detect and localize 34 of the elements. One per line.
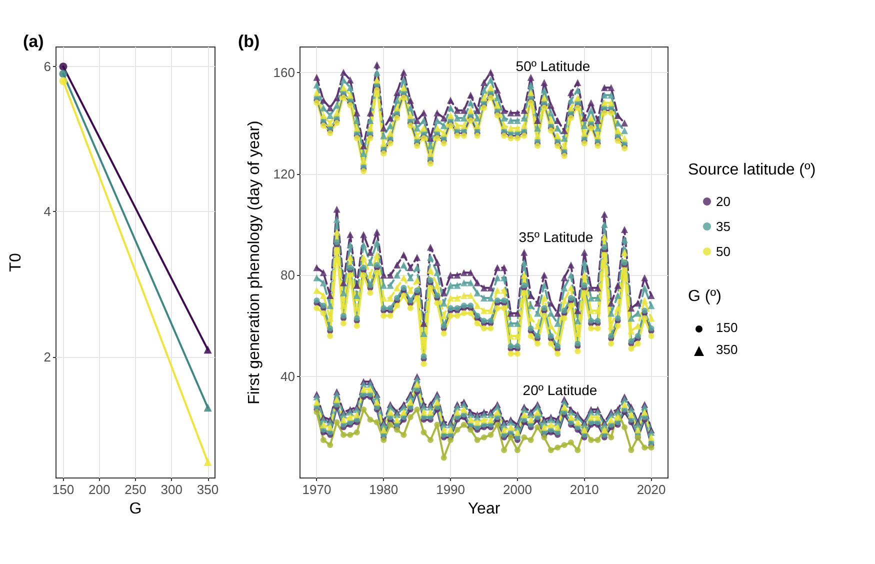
text: G (º) — [688, 288, 722, 306]
y-tick-label: 80 — [280, 268, 295, 283]
y-tick-label: 6 — [44, 59, 51, 74]
y-tick-label: 4 — [44, 204, 51, 220]
x-tick-label: 1980 — [369, 482, 398, 497]
x-tick-label: 250 — [124, 482, 146, 497]
x-tick-label: 1970 — [302, 482, 332, 497]
annotation: 35º Latitude — [518, 229, 594, 245]
annotation: 20º Latitude — [522, 382, 598, 398]
x-tick-label: 350 — [196, 482, 219, 497]
text: 150 — [716, 320, 738, 335]
y-tick-label: 40 — [280, 369, 295, 384]
text: 350 — [716, 342, 738, 357]
x-axis-title: Year — [468, 500, 501, 518]
legend-label: 20 — [716, 194, 730, 209]
x-tick-label: 2000 — [502, 482, 532, 497]
y-axis-title: First generation phenology (day of year) — [246, 120, 263, 404]
y-axis-title: T0 — [8, 253, 24, 272]
annotation: 50º Latitude — [516, 58, 590, 74]
chart-title: (a) — [23, 32, 44, 51]
x-tick-label: 2010 — [570, 482, 599, 497]
x-tick-label: 200 — [88, 482, 110, 497]
x-tick-label: 300 — [160, 482, 182, 497]
x-tick-label: 2020 — [636, 482, 666, 497]
x-tick-label: 1990 — [436, 482, 466, 497]
y-tick-label: 160 — [273, 64, 295, 80]
legend-label: 50 — [716, 244, 730, 259]
y-tick-label: 2 — [44, 349, 51, 364]
x-axis-title: G — [129, 500, 142, 518]
y-tick-label: 120 — [273, 166, 295, 182]
legend-title: Source latitude (º) — [688, 162, 816, 178]
x-tick-label: 150 — [52, 482, 74, 497]
legend-label: 35 — [716, 219, 730, 234]
chart-title: (b) — [238, 32, 260, 51]
